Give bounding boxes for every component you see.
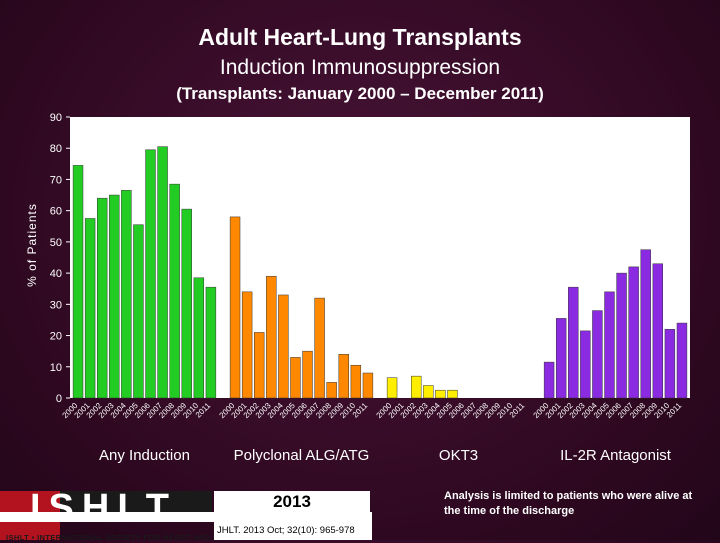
bar xyxy=(229,216,241,399)
y-axis: 0 10 20 30 40 50 60 70 80 90 xyxy=(50,112,70,405)
bar xyxy=(193,277,205,399)
logo-tagline: ISHLT • INTERNATIONAL SOCIETY FOR HEART … xyxy=(6,533,318,542)
bar xyxy=(133,224,144,399)
bars xyxy=(72,146,688,399)
bar xyxy=(241,291,253,399)
bar xyxy=(411,375,422,399)
x-tick-label: 2011 xyxy=(508,401,527,420)
bar xyxy=(109,194,120,399)
bar xyxy=(181,208,192,399)
y-tick-label: 90 xyxy=(50,112,62,124)
bar xyxy=(290,357,301,399)
logo-black-block xyxy=(60,491,212,516)
bar xyxy=(435,389,446,399)
y-tick-label: 30 xyxy=(50,299,62,311)
bar xyxy=(568,286,579,399)
x-tick-label: 2011 xyxy=(665,401,684,420)
x-tick-labels: 2000200120022003200420052006200720082009… xyxy=(61,401,684,420)
bar xyxy=(628,266,639,399)
bar xyxy=(543,361,555,399)
y-tick-label: 40 xyxy=(50,268,62,280)
group-label: IL-2R Antagonist xyxy=(560,447,671,464)
bar xyxy=(350,364,362,399)
x-tick-label: 2011 xyxy=(351,401,370,420)
chart-title: Adult Heart-Lung Transplants xyxy=(198,24,522,50)
group-label: OKT3 xyxy=(438,447,479,464)
bar xyxy=(447,389,458,399)
y-tick-label: 0 xyxy=(56,393,62,405)
group-label: Any Induction xyxy=(99,447,190,464)
group-label: Polyclonal ALG/ATG xyxy=(233,447,370,464)
bar xyxy=(676,322,688,399)
y-axis-label: % of Patients xyxy=(25,203,39,287)
bar xyxy=(205,286,217,399)
bar xyxy=(555,318,567,399)
bar xyxy=(278,294,289,399)
bar xyxy=(84,218,96,399)
bar xyxy=(423,385,434,399)
bar xyxy=(96,197,108,399)
y-tick-label: 50 xyxy=(50,237,62,249)
bar xyxy=(592,310,603,399)
bar xyxy=(604,291,615,399)
ishlt-logo: ISHLT ISHLT • INTERNATIONAL SOCIETY FOR … xyxy=(0,487,372,542)
y-tick-label: 60 xyxy=(50,206,62,218)
citation: JHLT. 2013 Oct; 32(10): 965-978 xyxy=(214,522,372,540)
bar xyxy=(362,372,374,399)
bar xyxy=(386,377,398,399)
y-tick-label: 10 xyxy=(50,362,62,374)
bar-chart: 0 10 20 30 40 50 60 70 80 90 20002001200220032004… xyxy=(25,112,688,420)
bar xyxy=(580,330,591,399)
bar xyxy=(169,183,180,399)
bar xyxy=(266,275,277,399)
chart-period: (Transplants: January 2000 – December 20… xyxy=(176,84,544,103)
logo-letters: ISHLT xyxy=(30,487,177,529)
x-tick-label: 2011 xyxy=(194,401,213,420)
bar xyxy=(338,354,349,399)
bar xyxy=(302,350,313,399)
bar xyxy=(254,332,265,399)
bar xyxy=(652,263,664,399)
bar xyxy=(326,382,337,399)
bar xyxy=(640,249,651,399)
bar xyxy=(157,146,168,399)
footnote: Analysis is limited to patients who were… xyxy=(444,490,693,517)
bar xyxy=(664,329,676,399)
year-badge: 2013 xyxy=(214,491,370,512)
bar xyxy=(145,149,156,399)
chart-subtitle: Induction Immunosuppression xyxy=(219,56,501,79)
bar xyxy=(72,165,84,399)
y-tick-label: 70 xyxy=(50,174,62,186)
logo-tagline-bar: ISHLT • INTERNATIONAL SOCIETY FOR HEART … xyxy=(0,512,372,542)
y-tick-label: 20 xyxy=(50,331,62,343)
bar xyxy=(314,297,325,399)
bar xyxy=(616,272,627,399)
y-tick-label: 80 xyxy=(50,143,62,155)
bar xyxy=(121,190,132,399)
